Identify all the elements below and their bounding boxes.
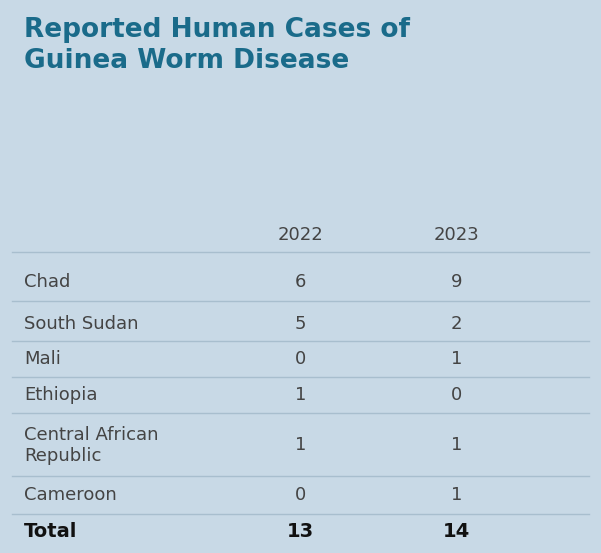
Text: South Sudan: South Sudan (24, 315, 139, 332)
Text: 1: 1 (451, 436, 462, 454)
Text: Central African
Republic: Central African Republic (24, 426, 159, 465)
Text: Total: Total (24, 523, 78, 541)
Text: 0: 0 (295, 351, 306, 368)
Text: 0: 0 (295, 486, 306, 504)
Text: Ethiopia: Ethiopia (24, 387, 97, 404)
Text: 2022: 2022 (278, 226, 323, 244)
Text: Mali: Mali (24, 351, 61, 368)
Text: Cameroon: Cameroon (24, 486, 117, 504)
Text: Chad: Chad (24, 273, 70, 291)
Text: 1: 1 (295, 436, 306, 454)
Text: 1: 1 (295, 387, 306, 404)
Text: 2: 2 (451, 315, 463, 332)
Text: 0: 0 (451, 387, 462, 404)
Text: 6: 6 (295, 273, 306, 291)
Text: 2023: 2023 (434, 226, 480, 244)
Text: 13: 13 (287, 523, 314, 541)
Text: Reported Human Cases of
Guinea Worm Disease: Reported Human Cases of Guinea Worm Dise… (24, 17, 410, 74)
Text: 5: 5 (294, 315, 307, 332)
Text: 14: 14 (443, 523, 471, 541)
Text: 9: 9 (451, 273, 463, 291)
Text: 1: 1 (451, 486, 462, 504)
Text: 1: 1 (451, 351, 462, 368)
